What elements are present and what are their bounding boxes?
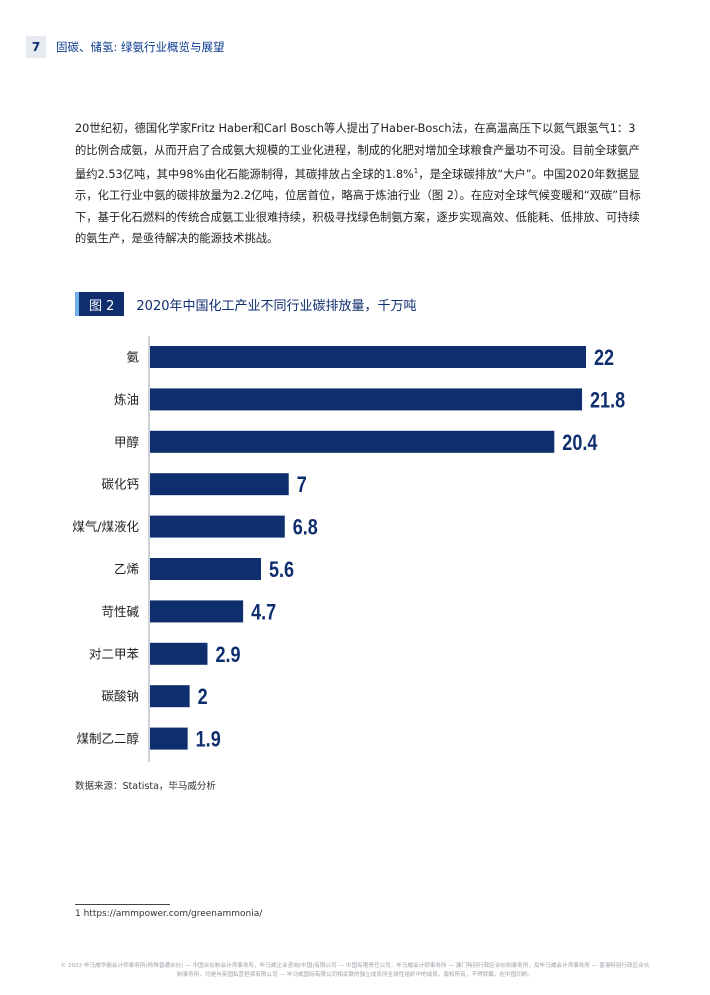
value-label: 5.6 [269,558,294,582]
page-header: 7 固碳、储氢: 绿氨行业概览与展望 [26,34,225,60]
bar [150,346,586,368]
value-label: 2 [198,686,208,710]
bar [150,727,188,750]
category-label: 煤制乙二醇 [76,731,139,746]
category-label: 炼油 [114,392,139,407]
bar-chart: 氨 22 炼油 21.8 甲醇 20.4 碳化钙 7 煤气/煤液化 6.8 乙烯 5.6 苛性碱 4.7 对… [72,336,625,762]
intro-text-continued: ，是全球碳排放“大户”。中国2020年数据显示，化工行业中氨的碳排放量为2.2亿… [75,167,641,246]
figure-tag: 图 2 [79,292,125,316]
figure-title: 2020年中国化工产业不同行业碳排放量，千万吨 [136,298,417,314]
bar [150,642,208,665]
value-label: 22 [594,346,614,370]
bars-group: 氨 22 炼油 21.8 甲醇 20.4 碳化钙 7 煤气/煤液化 6.8 乙烯 5.6 苛性碱 4.7 对… [72,346,625,752]
footnote-divider [75,904,170,905]
category-label: 乙烯 [114,562,139,577]
copyright-notice: © 2022 毕马威华振会计师事务所(特殊普通合伙) — 中国合伙制会计师事务所… [60,963,650,978]
bar [150,558,261,580]
bar [150,473,289,496]
footnote-ref[interactable]: 1 [413,167,419,175]
value-label: 2.9 [215,643,240,667]
category-label: 氨 [126,350,139,365]
category-label: 碳化钙 [101,477,139,492]
data-source: 数据来源：Statista，毕马威分析 [75,781,216,792]
intro-text: 20世纪初，德国化学家Fritz Haber和Carl Bosch等人提出了Ha… [75,122,640,181]
value-label: 1.9 [196,728,221,752]
bar [150,430,555,453]
bar [150,600,244,623]
figure-accent-stripe [75,292,79,316]
value-label: 20.4 [562,431,598,455]
category-label: 煤气/煤液化 [72,519,139,534]
footnote[interactable]: 1 https://ammpower.com/greenammonia/ [75,909,263,919]
category-label: 苛性碱 [101,604,139,619]
category-label: 碳酸钠 [101,689,139,704]
page-number: 7 [26,36,46,58]
bar [150,388,583,411]
value-label: 21.8 [590,389,625,413]
category-label: 甲醇 [114,434,139,449]
value-label: 7 [297,474,307,498]
intro-paragraph: 20世纪初，德国化学家Fritz Haber和Carl Bosch等人提出了Ha… [75,118,641,250]
figure-title-bar: 图 2 2020年中国化工产业不同行业碳排放量，千万吨 [75,292,417,316]
bar [150,515,285,538]
value-label: 6.8 [293,516,318,540]
bar [150,685,190,708]
report-title: 固碳、储氢: 绿氨行业概览与展望 [56,40,225,54]
category-label: 对二甲苯 [89,646,140,661]
value-label: 4.7 [251,601,276,625]
